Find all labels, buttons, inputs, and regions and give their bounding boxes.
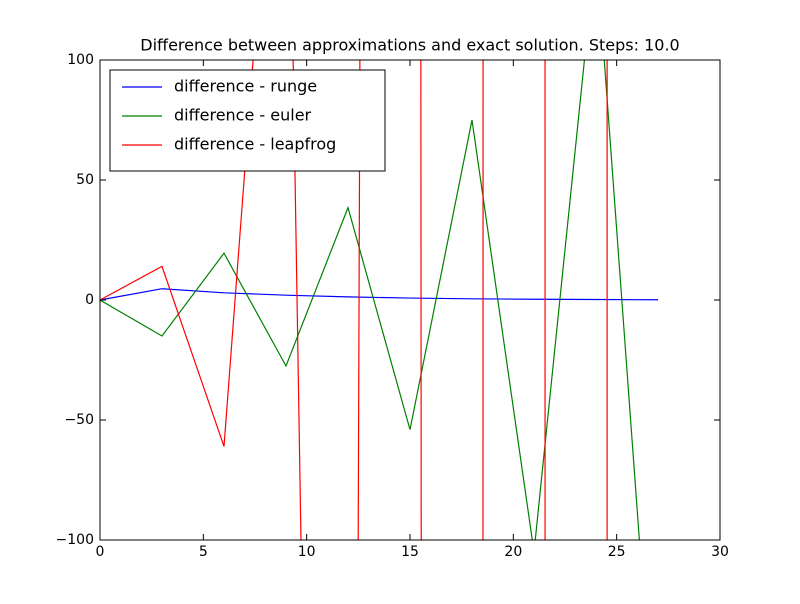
x-tick-label: 25	[608, 544, 626, 560]
y-tick-label: 50	[76, 172, 94, 188]
y-tick-label: 0	[85, 292, 94, 308]
y-tick-label: 100	[67, 52, 94, 68]
x-tick-label: 30	[711, 544, 729, 560]
x-tick-label: 15	[401, 544, 419, 560]
legend-label: difference - leapfrog	[174, 135, 336, 154]
series-line	[100, 60, 608, 540]
x-tick-label: 20	[504, 544, 522, 560]
ticks: 0 5 10 15 20 25 30 −100 −50 0 50 100	[56, 52, 729, 560]
legend: difference - runge difference - euler diff…	[109, 69, 386, 172]
x-tick-label: 0	[96, 544, 105, 560]
chart-title: Difference between approximations and ex…	[140, 36, 679, 55]
x-tick-label: 10	[298, 544, 316, 560]
series-line	[100, 288, 659, 301]
x-tick-label: 5	[199, 544, 208, 560]
y-tick-label: −100	[56, 532, 94, 548]
series-line	[100, 60, 640, 540]
legend-label: difference - euler	[174, 106, 312, 125]
plot-lines	[100, 60, 659, 540]
y-tick-label: −50	[64, 412, 94, 428]
legend-label: difference - runge	[174, 77, 317, 96]
